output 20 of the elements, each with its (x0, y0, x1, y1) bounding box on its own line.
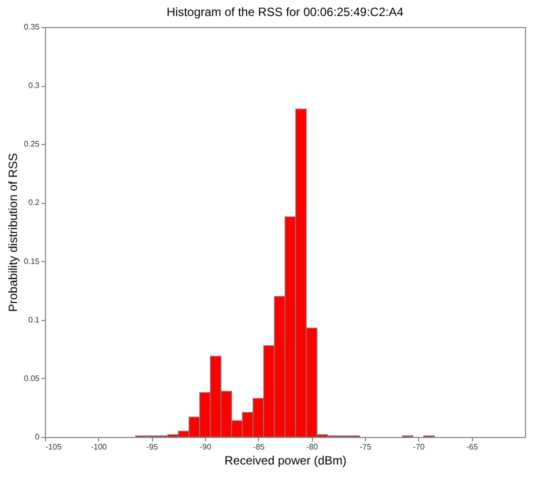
x-tick-label: -70 (413, 442, 426, 452)
x-tick-label: -80 (306, 442, 318, 452)
y-tick-label: 0.35 (24, 22, 40, 32)
x-tick-label: -100 (90, 442, 108, 452)
x-tick-label: -65 (466, 442, 478, 452)
x-tick-label: -75 (360, 442, 372, 452)
y-tick-label: 0 (35, 432, 40, 442)
y-tick-label: 0.1 (28, 315, 40, 324)
x-axis-title: Received power (dBm) (224, 454, 347, 468)
x-tick-label: -105 (46, 442, 62, 452)
x-tick-label: -95 (146, 442, 158, 452)
y-tick-label: 0.3 (28, 81, 40, 90)
y-tick-label: 0.05 (24, 374, 40, 383)
x-tick-label: -90 (200, 442, 212, 452)
x-tick-label: -85 (253, 442, 266, 452)
y-tick-label: 0.25 (24, 140, 40, 149)
y-tick-label: 0.15 (24, 256, 40, 266)
chart-title: Histogram of the RSS for 00:06:25:49:C2:A4 (166, 5, 404, 19)
y-axis-title: Probability distribution of RSS (6, 153, 20, 312)
y-tick-label: 0.2 (28, 198, 40, 208)
